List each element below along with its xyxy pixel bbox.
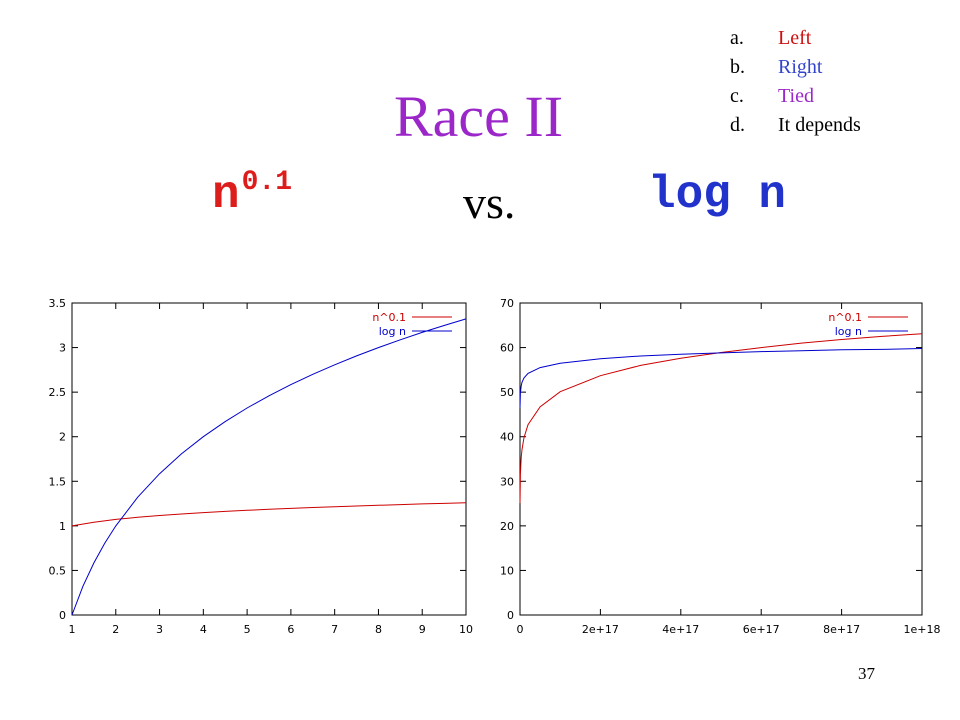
x-tick-label: 1e+18: [904, 623, 941, 636]
x-tick-label: 4e+17: [662, 623, 699, 636]
x-tick-label: 0: [517, 623, 524, 636]
legend-label-0: n^0.1: [372, 311, 406, 324]
legend-label-1: log n: [835, 325, 862, 338]
y-tick-label: 40: [500, 431, 514, 444]
x-tick-label: 10: [459, 623, 473, 636]
comparison-vs: vs.: [463, 177, 516, 228]
x-tick-label: 6e+17: [743, 623, 780, 636]
answer-text: Tied: [778, 85, 814, 107]
x-tick-label: 2: [112, 623, 119, 636]
slide-title: Race II: [394, 84, 564, 149]
answer-choice-b: b. Right: [730, 53, 861, 82]
x-tick-label: 5: [244, 623, 251, 636]
answer-choices: a. Left b. Right c. Tied d. It depends: [730, 24, 861, 140]
chart-large-n: 0 10 20 30 40 50 60 70 0 2e+17 4e+17 6e+17 8e+17 1e+1…: [500, 297, 941, 636]
x-tick-label: 8e+17: [823, 623, 860, 636]
x-tick-label: 3: [156, 623, 163, 636]
x-tick-label: 9: [419, 623, 426, 636]
y-tick-label: 0: [59, 609, 66, 622]
answer-choice-d: d. It depends: [730, 111, 861, 140]
y-tick-label: 60: [500, 342, 514, 355]
legend-label-0: n^0.1: [828, 311, 862, 324]
y-tick-label: 70: [500, 297, 514, 310]
answer-choice-a: a. Left: [730, 24, 861, 53]
plot-frame: [71, 302, 467, 616]
series-line-1: [519, 348, 923, 408]
page-number: 37: [858, 664, 875, 683]
x-tick-label: 8: [375, 623, 382, 636]
y-tick-label: 3.5: [49, 297, 67, 310]
series-line-0: [71, 502, 467, 527]
y-tick-label: 30: [500, 475, 514, 488]
comparison-right-expression: log n: [648, 169, 787, 221]
answer-letter: c.: [730, 85, 744, 107]
x-tick-label: 6: [287, 623, 294, 636]
y-tick-label: 1: [59, 520, 66, 533]
y-tick-label: 0.5: [49, 564, 67, 577]
series-line-1: [71, 318, 467, 616]
answer-choice-c: c. Tied: [730, 82, 861, 111]
y-tick-label: 50: [500, 386, 514, 399]
y-tick-label: 0: [507, 609, 514, 622]
series-line-0: [519, 333, 923, 504]
left-exponent: 0.1: [241, 167, 293, 198]
answer-letter: a.: [730, 27, 744, 49]
legend-label-1: log n: [379, 325, 406, 338]
y-tick-label: 10: [500, 564, 514, 577]
x-tick-label: 4: [200, 623, 207, 636]
y-tick-label: 2.5: [49, 386, 67, 399]
x-tick-label: 2e+17: [582, 623, 619, 636]
x-tick-label: 1: [69, 623, 76, 636]
y-tick-label: 3: [59, 342, 66, 355]
answer-text: It depends: [778, 114, 861, 136]
answer-letter: b.: [730, 56, 745, 78]
left-base: n: [212, 169, 240, 221]
answer-letter: d.: [730, 114, 745, 136]
y-tick-label: 1.5: [49, 475, 67, 488]
answer-text: Left: [778, 27, 812, 49]
comparison-left-expression: n0.1: [212, 169, 292, 221]
y-tick-label: 20: [500, 520, 514, 533]
y-tick-label: 2: [59, 431, 66, 444]
plot-frame: [519, 302, 923, 616]
x-tick-label: 7: [331, 623, 338, 636]
answer-text: Right: [778, 56, 823, 78]
